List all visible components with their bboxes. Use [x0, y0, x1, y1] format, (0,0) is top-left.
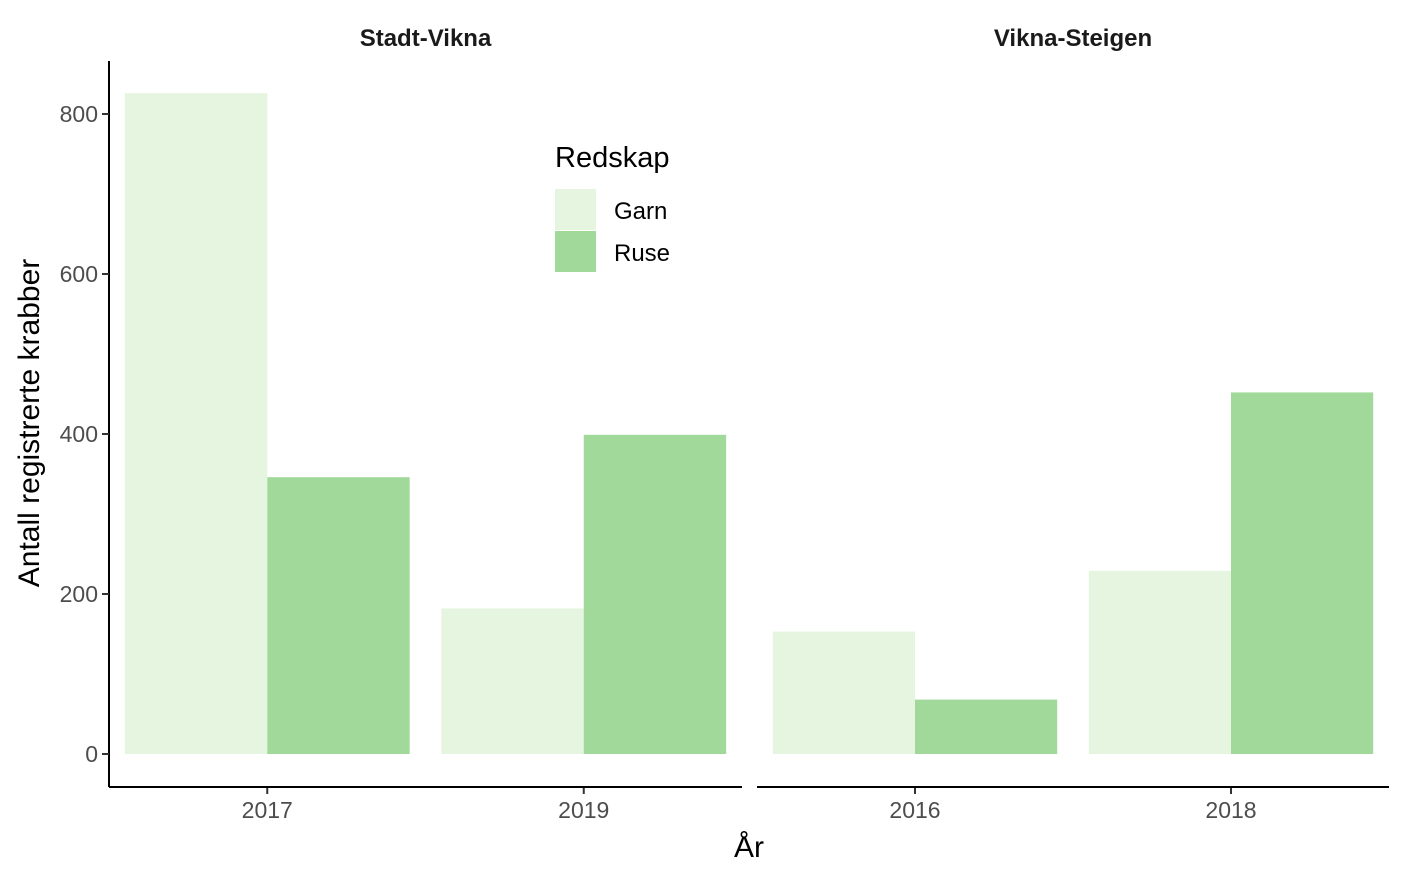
- x-tick-label-2019: 2019: [558, 797, 609, 823]
- x-tick-label-2017: 2017: [242, 797, 293, 823]
- legend-key-ruse: [555, 231, 596, 272]
- panel-title: Vikna-Steigen: [994, 25, 1152, 52]
- panel-title: Stadt-Vikna: [360, 25, 492, 52]
- x-tick-label-2018: 2018: [1205, 797, 1256, 823]
- y-tick-label-200: 200: [60, 581, 98, 607]
- y-axis-title: Antall registrerte krabber: [13, 259, 46, 587]
- panels-layer: Stadt-Vikna 2017 2019 0 200 400 600 800 Vikna-St…: [60, 25, 1389, 823]
- y-tick-label-400: 400: [60, 421, 98, 447]
- bar-ruse-2016: [915, 699, 1058, 754]
- legend-label-garn: Garn: [614, 198, 667, 225]
- legend-key-garn: [555, 189, 596, 230]
- bar-ruse-2018: [1231, 392, 1374, 754]
- bar-garn-2016: [772, 631, 915, 754]
- bar-garn-2018: [1088, 570, 1231, 754]
- y-tick-label-0: 0: [85, 741, 98, 767]
- panel-1: Stadt-Vikna 2017 2019 0 200 400 600 800: [60, 25, 742, 823]
- legend-label-ruse: Ruse: [614, 240, 670, 267]
- x-axis-title: År: [734, 831, 764, 864]
- bar-ruse-2019: [583, 434, 727, 754]
- panel-2: Vikna-Steigen 2016 2018: [757, 25, 1389, 823]
- bar-garn-2019: [441, 608, 584, 754]
- legend-title: Redskap: [555, 142, 669, 174]
- legend: Redskap Garn Ruse: [555, 142, 670, 272]
- bar-garn-2017: [124, 93, 268, 754]
- bar-ruse-2017: [267, 477, 410, 754]
- y-tick-label-600: 600: [60, 261, 98, 287]
- y-tick-label-800: 800: [60, 101, 98, 127]
- x-tick-label-2016: 2016: [889, 797, 940, 823]
